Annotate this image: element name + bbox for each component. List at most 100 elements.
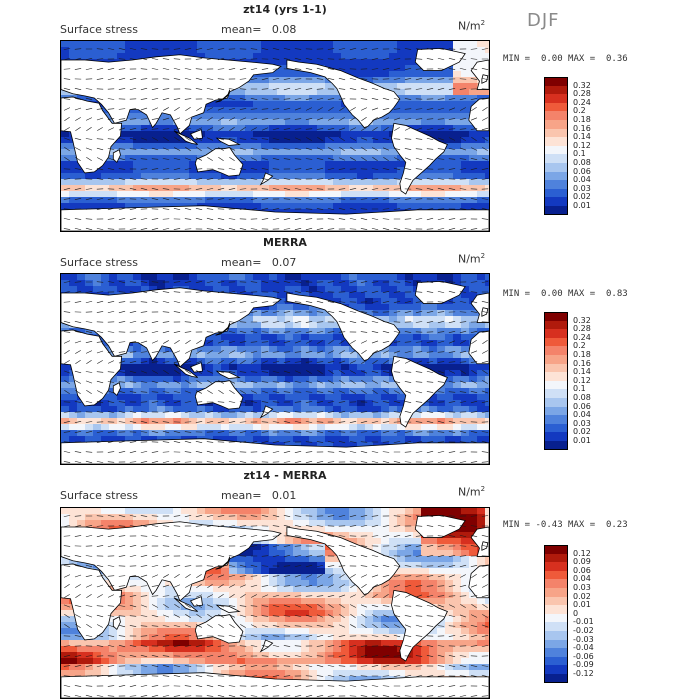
vector-arrow bbox=[75, 350, 81, 354]
field-cell bbox=[245, 179, 254, 186]
vector-arrow bbox=[96, 371, 104, 373]
field-cell bbox=[125, 149, 134, 156]
field-cell bbox=[213, 131, 222, 138]
vector-arrow bbox=[64, 127, 70, 131]
field-cell bbox=[197, 382, 206, 389]
field-cell bbox=[437, 322, 446, 329]
field-cell bbox=[61, 41, 70, 48]
field-cell bbox=[469, 328, 478, 335]
vector-arrow bbox=[470, 411, 478, 413]
field-cell bbox=[429, 352, 438, 359]
field-cell bbox=[445, 394, 454, 401]
field-cell bbox=[213, 412, 222, 419]
vector-arrow bbox=[371, 218, 379, 220]
vector-arrow bbox=[207, 107, 213, 111]
vector-arrow bbox=[316, 78, 324, 80]
field-cell bbox=[301, 209, 310, 216]
field-cell bbox=[349, 179, 358, 186]
field-cell bbox=[285, 328, 294, 335]
field-cell bbox=[389, 185, 398, 192]
vector-arrow bbox=[305, 441, 313, 443]
field-cell bbox=[229, 334, 238, 341]
field-cell bbox=[229, 185, 238, 192]
field-cell bbox=[349, 167, 358, 174]
field-cell bbox=[429, 101, 438, 108]
vector-arrow bbox=[85, 380, 93, 384]
field-cell bbox=[341, 107, 350, 114]
field-cell bbox=[269, 286, 278, 293]
field-cell bbox=[365, 394, 374, 401]
field-cell bbox=[245, 340, 254, 347]
field-cell bbox=[357, 382, 366, 389]
vector-arrow bbox=[294, 311, 302, 313]
field-cell bbox=[181, 280, 190, 287]
field-cell bbox=[437, 83, 446, 90]
field-cell bbox=[229, 418, 238, 425]
field-cell bbox=[349, 47, 358, 54]
field-cell bbox=[165, 406, 174, 413]
field-cell bbox=[69, 185, 78, 192]
field-cell bbox=[205, 352, 214, 359]
field-cell bbox=[157, 167, 166, 174]
field-cell bbox=[373, 406, 382, 413]
field-cell bbox=[173, 41, 182, 48]
field-cell bbox=[349, 71, 358, 78]
vector-arrow bbox=[426, 280, 434, 284]
field-cell bbox=[269, 346, 278, 353]
field-cell bbox=[277, 191, 286, 198]
field-cell bbox=[469, 53, 478, 60]
field-cell bbox=[181, 143, 190, 150]
field-cell bbox=[485, 173, 489, 180]
field-cell bbox=[93, 185, 102, 192]
vector-arrow bbox=[294, 158, 302, 160]
vector-arrow bbox=[217, 370, 225, 374]
field-cell bbox=[93, 400, 102, 407]
vector-arrow bbox=[195, 127, 203, 131]
vector-arrow bbox=[239, 88, 247, 90]
vector-arrow bbox=[184, 421, 192, 423]
vector-arrow bbox=[393, 311, 401, 313]
field-cell bbox=[445, 191, 454, 198]
field-cell bbox=[389, 41, 398, 48]
field-cell bbox=[213, 125, 222, 132]
field-cell bbox=[365, 376, 374, 383]
vector-arrow bbox=[195, 218, 203, 220]
vector-arrow bbox=[129, 370, 137, 374]
field-cell bbox=[389, 406, 398, 413]
vector-arrow bbox=[316, 300, 324, 304]
field-cell bbox=[477, 143, 486, 150]
vector-arrow bbox=[470, 58, 478, 60]
field-cell bbox=[349, 298, 358, 305]
field-cell bbox=[469, 358, 478, 365]
vector-arrow bbox=[118, 421, 126, 423]
vector-arrow bbox=[107, 331, 115, 333]
field-cell bbox=[445, 179, 454, 186]
field-cell bbox=[445, 155, 454, 162]
field-cell bbox=[309, 59, 318, 66]
vector-arrow bbox=[481, 401, 489, 403]
vector-arrow bbox=[151, 168, 159, 170]
field-cell bbox=[381, 346, 390, 353]
vector-arrow bbox=[459, 330, 467, 334]
field-cell bbox=[437, 107, 446, 114]
field-cell bbox=[253, 149, 262, 156]
vector-arrow bbox=[294, 331, 302, 333]
vector-arrow bbox=[228, 188, 236, 190]
vector-arrow bbox=[152, 370, 158, 374]
vector-arrow bbox=[372, 359, 378, 365]
field-cell bbox=[421, 430, 430, 437]
vector-arrow bbox=[207, 116, 213, 122]
vector-arrow bbox=[339, 137, 345, 141]
vector-arrow bbox=[460, 370, 466, 374]
field-cell bbox=[101, 340, 110, 347]
vector-arrow bbox=[229, 117, 235, 121]
field-cell bbox=[245, 388, 254, 395]
field-cell bbox=[437, 203, 446, 210]
vector-arrow bbox=[294, 420, 302, 424]
field-cell bbox=[293, 179, 302, 186]
field-cell bbox=[365, 41, 374, 48]
vector-arrow bbox=[85, 167, 93, 171]
field-cell bbox=[237, 370, 246, 377]
vector-arrow bbox=[338, 218, 346, 220]
vector-arrow bbox=[360, 441, 368, 443]
